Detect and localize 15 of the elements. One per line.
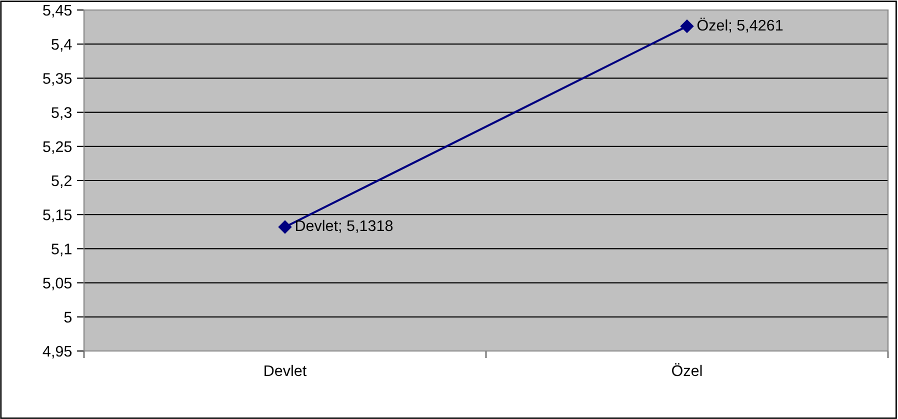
y-tick-label: 5,4: [52, 39, 72, 52]
y-tick-label: 5,45: [43, 5, 72, 18]
y-tick-label: 5,3: [52, 107, 72, 120]
y-tick-label: 5,25: [43, 141, 72, 154]
x-tick-label: Devlet: [264, 364, 307, 376]
y-tick-label: 5,35: [43, 73, 72, 86]
y-tick-label: 5,15: [43, 210, 72, 222]
x-tick-label: Özel: [672, 363, 702, 376]
y-tick-label: 5: [64, 312, 72, 323]
data-label: Özel; 5,4261: [697, 18, 783, 32]
y-tick-label: 5,05: [43, 278, 72, 290]
y-tick-label: 5,1: [52, 244, 72, 256]
data-label: Devlet; 5,1318: [296, 220, 393, 233]
y-tick-label: 4,95: [42, 346, 72, 358]
y-tick-label: 5,2: [52, 175, 72, 188]
